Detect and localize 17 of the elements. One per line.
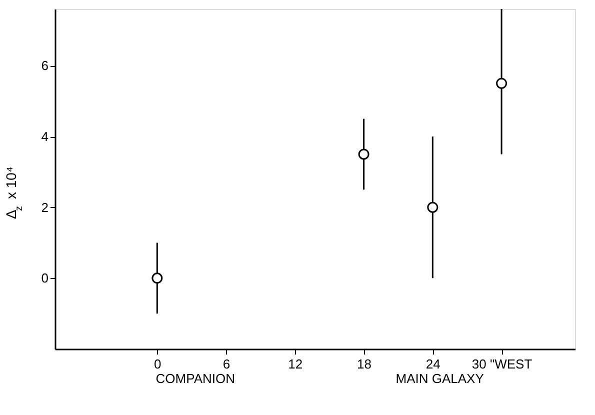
point [358, 148, 370, 160]
y-tick-label: 4 [41, 129, 48, 144]
y-tick-label: 0 [41, 270, 48, 286]
y-tick-label: 2 [41, 200, 48, 215]
x-tick-label: 6 [222, 356, 230, 372]
point [496, 78, 508, 89]
x-tick-label: 18 [357, 356, 372, 372]
point [152, 272, 163, 284]
y-tick-label: 6 [41, 58, 48, 74]
text: COMPANION [156, 371, 236, 386]
y-axis-title: Δz x 10⁴ [3, 166, 25, 219]
x-tick-label: 24 [426, 356, 440, 372]
text: MAIN GALAXY [396, 371, 484, 386]
x-tick-label: 12 [288, 356, 303, 372]
x-tick-label: 30 "WEST [472, 356, 532, 372]
point [427, 202, 438, 213]
x-tick-label: 0 [154, 356, 162, 372]
